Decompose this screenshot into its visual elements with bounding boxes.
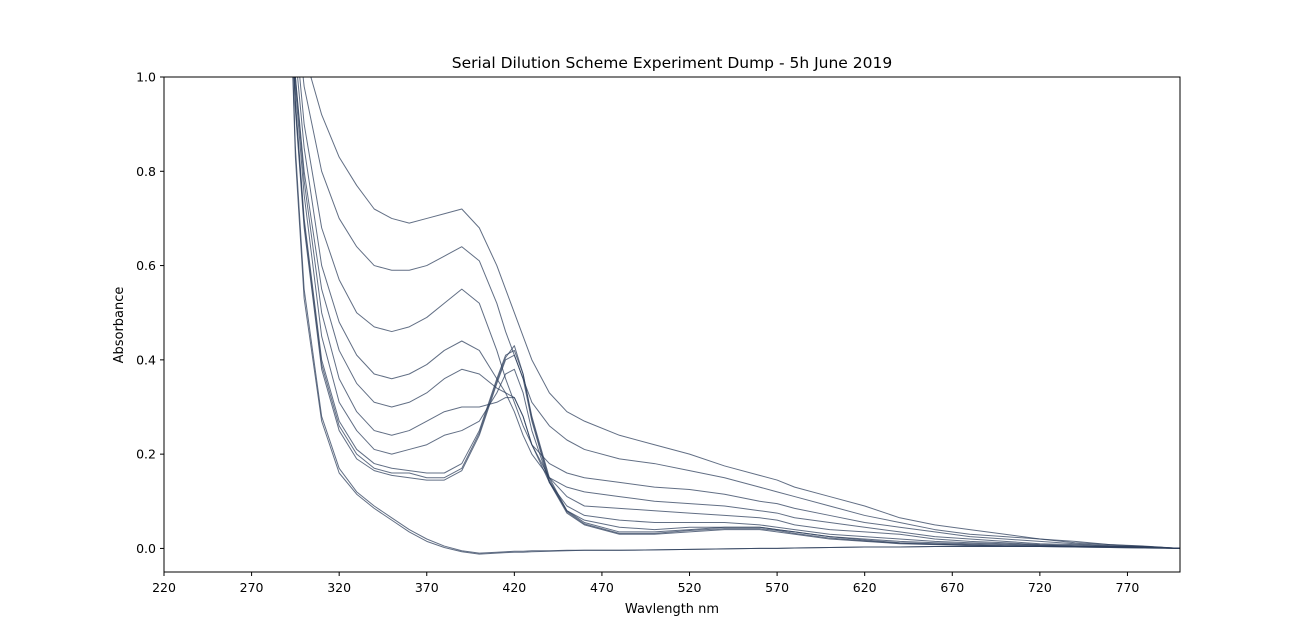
x-tick-label: 470 [590, 580, 614, 595]
spectrum-line [310, 77, 1180, 549]
spectrum-line [297, 77, 1180, 549]
x-tick-label: 570 [765, 580, 789, 595]
spectrum-line [302, 77, 1180, 549]
y-tick-label: 0.4 [136, 352, 156, 367]
y-tick-label: 0.2 [136, 447, 156, 462]
spectrum-line [294, 77, 1180, 549]
x-axis-label: Wavlength nm [625, 602, 719, 617]
x-tick-label: 270 [240, 580, 264, 595]
x-tick-label: 420 [502, 580, 526, 595]
y-axis-label: Absorbance [112, 287, 127, 364]
spectrum-line [292, 77, 1180, 555]
x-tick-label: 520 [678, 580, 702, 595]
x-tick-label: 620 [853, 580, 877, 595]
y-tick-label: 0.8 [136, 164, 156, 179]
spectrum-line [294, 77, 1180, 549]
x-tick-label: 370 [415, 580, 439, 595]
plot-lines [292, 77, 1180, 555]
y-tick-label: 0.6 [136, 258, 156, 273]
x-tick-label: 670 [940, 580, 964, 595]
plot-frame [163, 76, 1181, 573]
x-tick-label: 770 [1116, 580, 1140, 595]
y-tick-label: 0.0 [136, 541, 156, 556]
x-tick-label: 220 [152, 580, 176, 595]
x-tick-label: 320 [327, 580, 351, 595]
x-tick-label: 720 [1028, 580, 1052, 595]
y-tick-label: 1.0 [136, 70, 156, 85]
spectrum-line [299, 77, 1180, 549]
spectrum-line [293, 77, 1180, 549]
chart-title: Serial Dilution Scheme Experiment Dump -… [452, 54, 892, 72]
